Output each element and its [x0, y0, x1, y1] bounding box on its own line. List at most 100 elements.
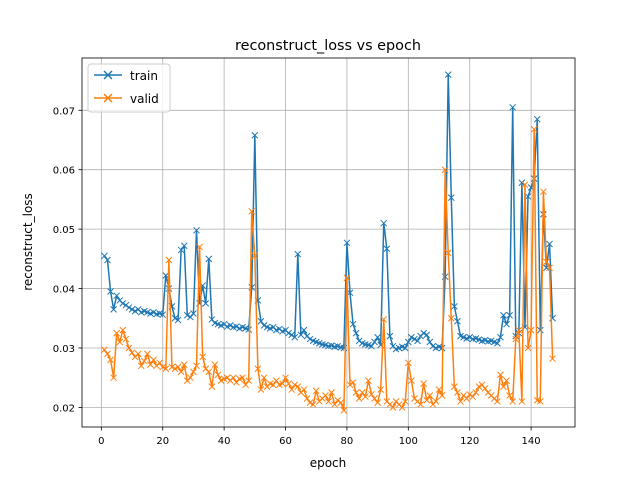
valid-point — [104, 350, 111, 358]
valid-point — [174, 363, 182, 371]
valid-point — [472, 389, 480, 396]
x-axis-label: epoch — [310, 456, 347, 470]
valid-point — [481, 385, 489, 392]
valid-point — [229, 374, 237, 382]
valid-point — [260, 374, 268, 382]
valid-point — [352, 389, 360, 396]
legend-train-label: train — [130, 69, 158, 83]
train-point — [429, 342, 437, 350]
x-tick-label: 60 — [279, 436, 292, 447]
valid-point — [193, 362, 200, 370]
train-point — [444, 71, 452, 78]
valid-point — [242, 381, 249, 389]
valid-point — [343, 274, 351, 282]
train-point — [423, 331, 431, 339]
valid-point — [432, 398, 440, 405]
train-point — [411, 335, 418, 343]
valid-point — [214, 371, 222, 379]
valid-point — [441, 166, 449, 174]
valid-point — [475, 383, 483, 390]
y-tick-label: 0.07 — [53, 106, 75, 117]
valid-point — [165, 256, 173, 264]
train-point — [159, 311, 167, 319]
train-point — [408, 333, 415, 341]
train-point — [177, 246, 185, 254]
train-point — [420, 329, 428, 337]
train-point — [193, 226, 200, 234]
x-tick-label: 20 — [156, 436, 169, 447]
train-point — [297, 331, 305, 339]
valid-point — [546, 264, 553, 272]
valid-point — [239, 374, 246, 382]
y-tick-label: 0.03 — [53, 344, 75, 355]
valid-point — [116, 338, 124, 346]
train-point — [386, 332, 394, 340]
train-point — [404, 338, 412, 346]
train-point — [291, 333, 299, 341]
train-point — [447, 194, 455, 201]
valid-point — [300, 386, 308, 393]
valid-point — [291, 381, 299, 389]
train-point — [183, 311, 191, 319]
valid-point — [423, 396, 431, 404]
grid — [82, 58, 575, 427]
x-tick-label: 0 — [98, 436, 104, 447]
valid-point — [497, 371, 504, 379]
valid-point — [285, 380, 292, 387]
valid-point — [371, 395, 378, 402]
train-point — [251, 131, 259, 139]
valid-point — [540, 188, 547, 196]
valid-point — [101, 346, 108, 354]
x-tick-label: 140 — [522, 436, 541, 447]
valid-point — [159, 363, 167, 371]
y-tick-label: 0.02 — [53, 403, 75, 414]
valid-point — [180, 361, 188, 368]
train-point — [518, 179, 526, 187]
valid-point — [349, 379, 357, 386]
x-tick-label: 40 — [218, 436, 231, 447]
valid-point — [171, 365, 179, 373]
train-point — [233, 323, 240, 330]
valid-point — [512, 335, 520, 343]
valid-point — [147, 361, 154, 368]
valid-point — [190, 368, 197, 376]
valid-point — [331, 401, 338, 408]
y-tick-label: 0.04 — [53, 285, 75, 296]
train-point — [300, 326, 308, 334]
valid-point — [521, 181, 529, 188]
valid-point — [251, 252, 259, 260]
valid-point — [355, 395, 363, 402]
train-point — [414, 337, 421, 345]
x-tick-label: 120 — [460, 436, 479, 447]
train-point — [202, 300, 210, 307]
valid-point — [404, 359, 412, 367]
train-point — [380, 219, 388, 227]
valid-point — [328, 389, 335, 396]
valid-point — [524, 344, 532, 352]
valid-point — [144, 350, 151, 358]
train-point — [401, 344, 409, 352]
legend-valid-marker — [103, 93, 113, 103]
train-point — [497, 333, 504, 341]
train-point — [226, 322, 234, 329]
valid-point — [506, 392, 513, 399]
valid-point — [361, 393, 369, 401]
valid-point — [177, 368, 185, 376]
valid-point — [358, 389, 366, 396]
valid-point — [518, 398, 526, 405]
valid-point — [451, 383, 458, 390]
valid-point — [374, 399, 381, 406]
valid-point — [122, 335, 130, 343]
train-point — [503, 320, 510, 328]
valid-point — [444, 249, 452, 257]
train-point — [104, 256, 111, 264]
train-point — [113, 292, 121, 300]
train-point — [546, 240, 553, 248]
train-point — [285, 329, 292, 337]
valid-point — [435, 386, 443, 393]
valid-point — [282, 374, 289, 382]
train-point — [500, 311, 507, 319]
valid-point — [447, 314, 455, 322]
valid-point — [110, 374, 117, 382]
